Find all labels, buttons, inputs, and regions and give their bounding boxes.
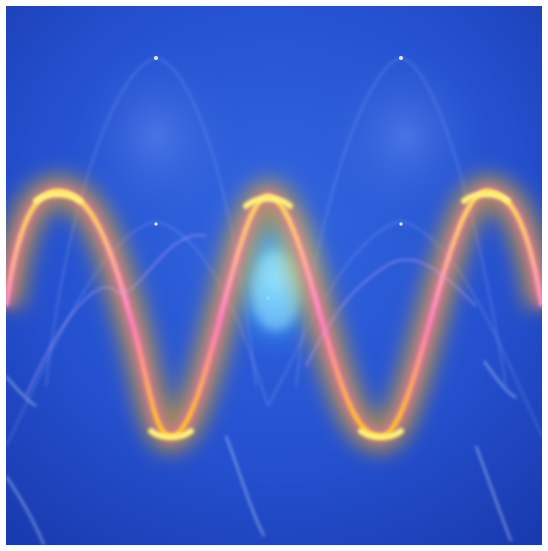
cyan-core xyxy=(251,251,301,331)
crossing-lines xyxy=(25,234,477,397)
abstract-wave-artwork xyxy=(6,6,542,545)
bottom-streaks xyxy=(6,360,517,545)
ambient-glow-right xyxy=(316,36,496,236)
ambient-glow-left xyxy=(66,36,246,236)
wave-highlights xyxy=(33,191,511,440)
